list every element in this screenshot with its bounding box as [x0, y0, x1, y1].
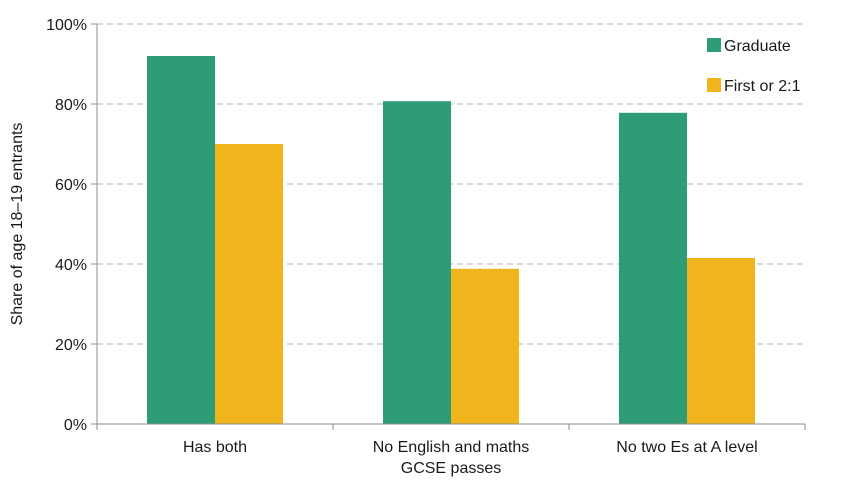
y-tick-label: 20% — [55, 337, 87, 354]
y-tick-label: 40% — [55, 257, 87, 274]
legend: Graduate First or 2:1 — [707, 38, 801, 95]
x-category-label: No two Es at A level — [616, 439, 757, 456]
bar-graduate — [619, 112, 687, 425]
bar-first-or-2-1 — [215, 144, 283, 424]
y-axis-title: Share of age 18–19 entrants — [9, 123, 26, 326]
axes: 0% 20% 40% 60% 80% 100% Has both No English and… — [46, 17, 806, 477]
legend-swatch — [707, 38, 721, 52]
bars — [147, 56, 755, 425]
x-category-label: No English and maths — [373, 439, 530, 456]
bar-first-or-2-1 — [451, 268, 519, 424]
y-tick-label: 60% — [55, 177, 87, 194]
legend-label: Graduate — [724, 38, 791, 55]
bar-first-or-2-1 — [687, 258, 755, 424]
bar-graduate — [383, 101, 451, 424]
y-tick-label: 80% — [55, 97, 87, 114]
x-category-label: Has both — [183, 439, 247, 456]
legend-label: First or 2:1 — [724, 78, 801, 95]
x-category-label: GCSE passes — [401, 460, 501, 477]
y-tick-label: 0% — [64, 417, 87, 434]
bar-graduate — [147, 56, 215, 424]
y-tick-label: 100% — [46, 17, 87, 34]
legend-swatch — [707, 78, 721, 92]
